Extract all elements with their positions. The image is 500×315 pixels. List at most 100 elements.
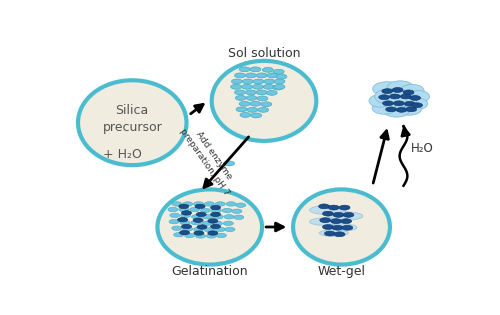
Ellipse shape — [403, 90, 414, 95]
Ellipse shape — [192, 215, 202, 219]
Ellipse shape — [202, 215, 212, 219]
Ellipse shape — [172, 202, 182, 206]
Text: precursor: precursor — [102, 121, 162, 134]
Ellipse shape — [369, 94, 392, 107]
Text: Silica: Silica — [116, 104, 149, 117]
Ellipse shape — [236, 203, 246, 207]
Ellipse shape — [215, 227, 225, 232]
Ellipse shape — [204, 202, 214, 206]
Ellipse shape — [212, 61, 316, 141]
Ellipse shape — [224, 221, 234, 226]
Ellipse shape — [240, 112, 251, 117]
Ellipse shape — [374, 89, 408, 104]
Ellipse shape — [322, 225, 334, 229]
Ellipse shape — [406, 107, 416, 112]
Ellipse shape — [310, 205, 346, 215]
Ellipse shape — [372, 82, 402, 96]
Ellipse shape — [328, 205, 339, 210]
Ellipse shape — [224, 215, 234, 219]
Ellipse shape — [206, 234, 216, 238]
Ellipse shape — [168, 207, 178, 212]
Ellipse shape — [251, 113, 262, 118]
Ellipse shape — [194, 231, 204, 235]
Ellipse shape — [257, 96, 268, 101]
Ellipse shape — [274, 79, 285, 84]
Ellipse shape — [378, 95, 390, 100]
Ellipse shape — [382, 89, 392, 94]
Ellipse shape — [78, 80, 186, 165]
Ellipse shape — [404, 101, 415, 106]
Text: Sol solution: Sol solution — [228, 47, 300, 60]
Text: Gelatination: Gelatination — [172, 265, 248, 278]
Ellipse shape — [274, 69, 284, 74]
Ellipse shape — [232, 79, 242, 84]
Ellipse shape — [210, 212, 220, 216]
Ellipse shape — [246, 90, 256, 95]
Ellipse shape — [158, 189, 262, 265]
Ellipse shape — [174, 232, 184, 237]
Ellipse shape — [319, 230, 348, 237]
Ellipse shape — [208, 231, 218, 235]
Ellipse shape — [222, 208, 232, 213]
Ellipse shape — [170, 213, 180, 218]
Ellipse shape — [216, 233, 226, 238]
Ellipse shape — [372, 102, 396, 114]
Ellipse shape — [195, 204, 205, 209]
Ellipse shape — [239, 67, 250, 72]
Ellipse shape — [324, 231, 336, 236]
Ellipse shape — [266, 90, 277, 95]
Ellipse shape — [276, 74, 287, 79]
Ellipse shape — [256, 73, 267, 78]
Ellipse shape — [386, 107, 396, 112]
Ellipse shape — [232, 209, 242, 213]
Ellipse shape — [410, 95, 420, 100]
Ellipse shape — [197, 225, 207, 229]
Ellipse shape — [332, 225, 343, 230]
Ellipse shape — [226, 202, 236, 206]
Ellipse shape — [202, 221, 211, 226]
Ellipse shape — [182, 224, 192, 229]
Ellipse shape — [342, 225, 352, 230]
Ellipse shape — [194, 227, 203, 232]
Ellipse shape — [333, 212, 344, 217]
Ellipse shape — [246, 73, 256, 78]
Ellipse shape — [194, 202, 203, 206]
Ellipse shape — [318, 204, 330, 209]
Ellipse shape — [256, 90, 267, 95]
Ellipse shape — [398, 104, 421, 115]
Ellipse shape — [210, 224, 220, 229]
Ellipse shape — [339, 205, 350, 210]
Ellipse shape — [190, 207, 200, 212]
Ellipse shape — [182, 202, 192, 206]
Ellipse shape — [224, 161, 234, 166]
Ellipse shape — [172, 226, 182, 230]
Ellipse shape — [267, 73, 278, 78]
Ellipse shape — [394, 101, 404, 106]
Ellipse shape — [236, 107, 247, 112]
Ellipse shape — [328, 212, 363, 220]
Ellipse shape — [252, 84, 263, 89]
Ellipse shape — [247, 107, 258, 112]
Ellipse shape — [242, 84, 252, 89]
Ellipse shape — [258, 107, 268, 112]
Text: + H₂O: + H₂O — [103, 148, 142, 161]
Ellipse shape — [179, 204, 189, 209]
Text: Wet-gel: Wet-gel — [318, 265, 366, 278]
Ellipse shape — [215, 202, 225, 206]
Ellipse shape — [178, 218, 188, 222]
Ellipse shape — [182, 227, 192, 231]
Text: Add enzyme
preparation, pH 7: Add enzyme preparation, pH 7 — [178, 121, 240, 198]
Ellipse shape — [212, 221, 222, 226]
Ellipse shape — [180, 213, 191, 218]
Ellipse shape — [400, 94, 411, 99]
Ellipse shape — [234, 215, 244, 220]
Ellipse shape — [407, 90, 430, 103]
Ellipse shape — [208, 219, 218, 223]
Ellipse shape — [390, 94, 400, 99]
Ellipse shape — [213, 215, 224, 219]
Ellipse shape — [264, 79, 275, 84]
Ellipse shape — [262, 67, 274, 72]
Ellipse shape — [234, 90, 246, 95]
Ellipse shape — [210, 205, 220, 210]
Ellipse shape — [400, 84, 424, 97]
